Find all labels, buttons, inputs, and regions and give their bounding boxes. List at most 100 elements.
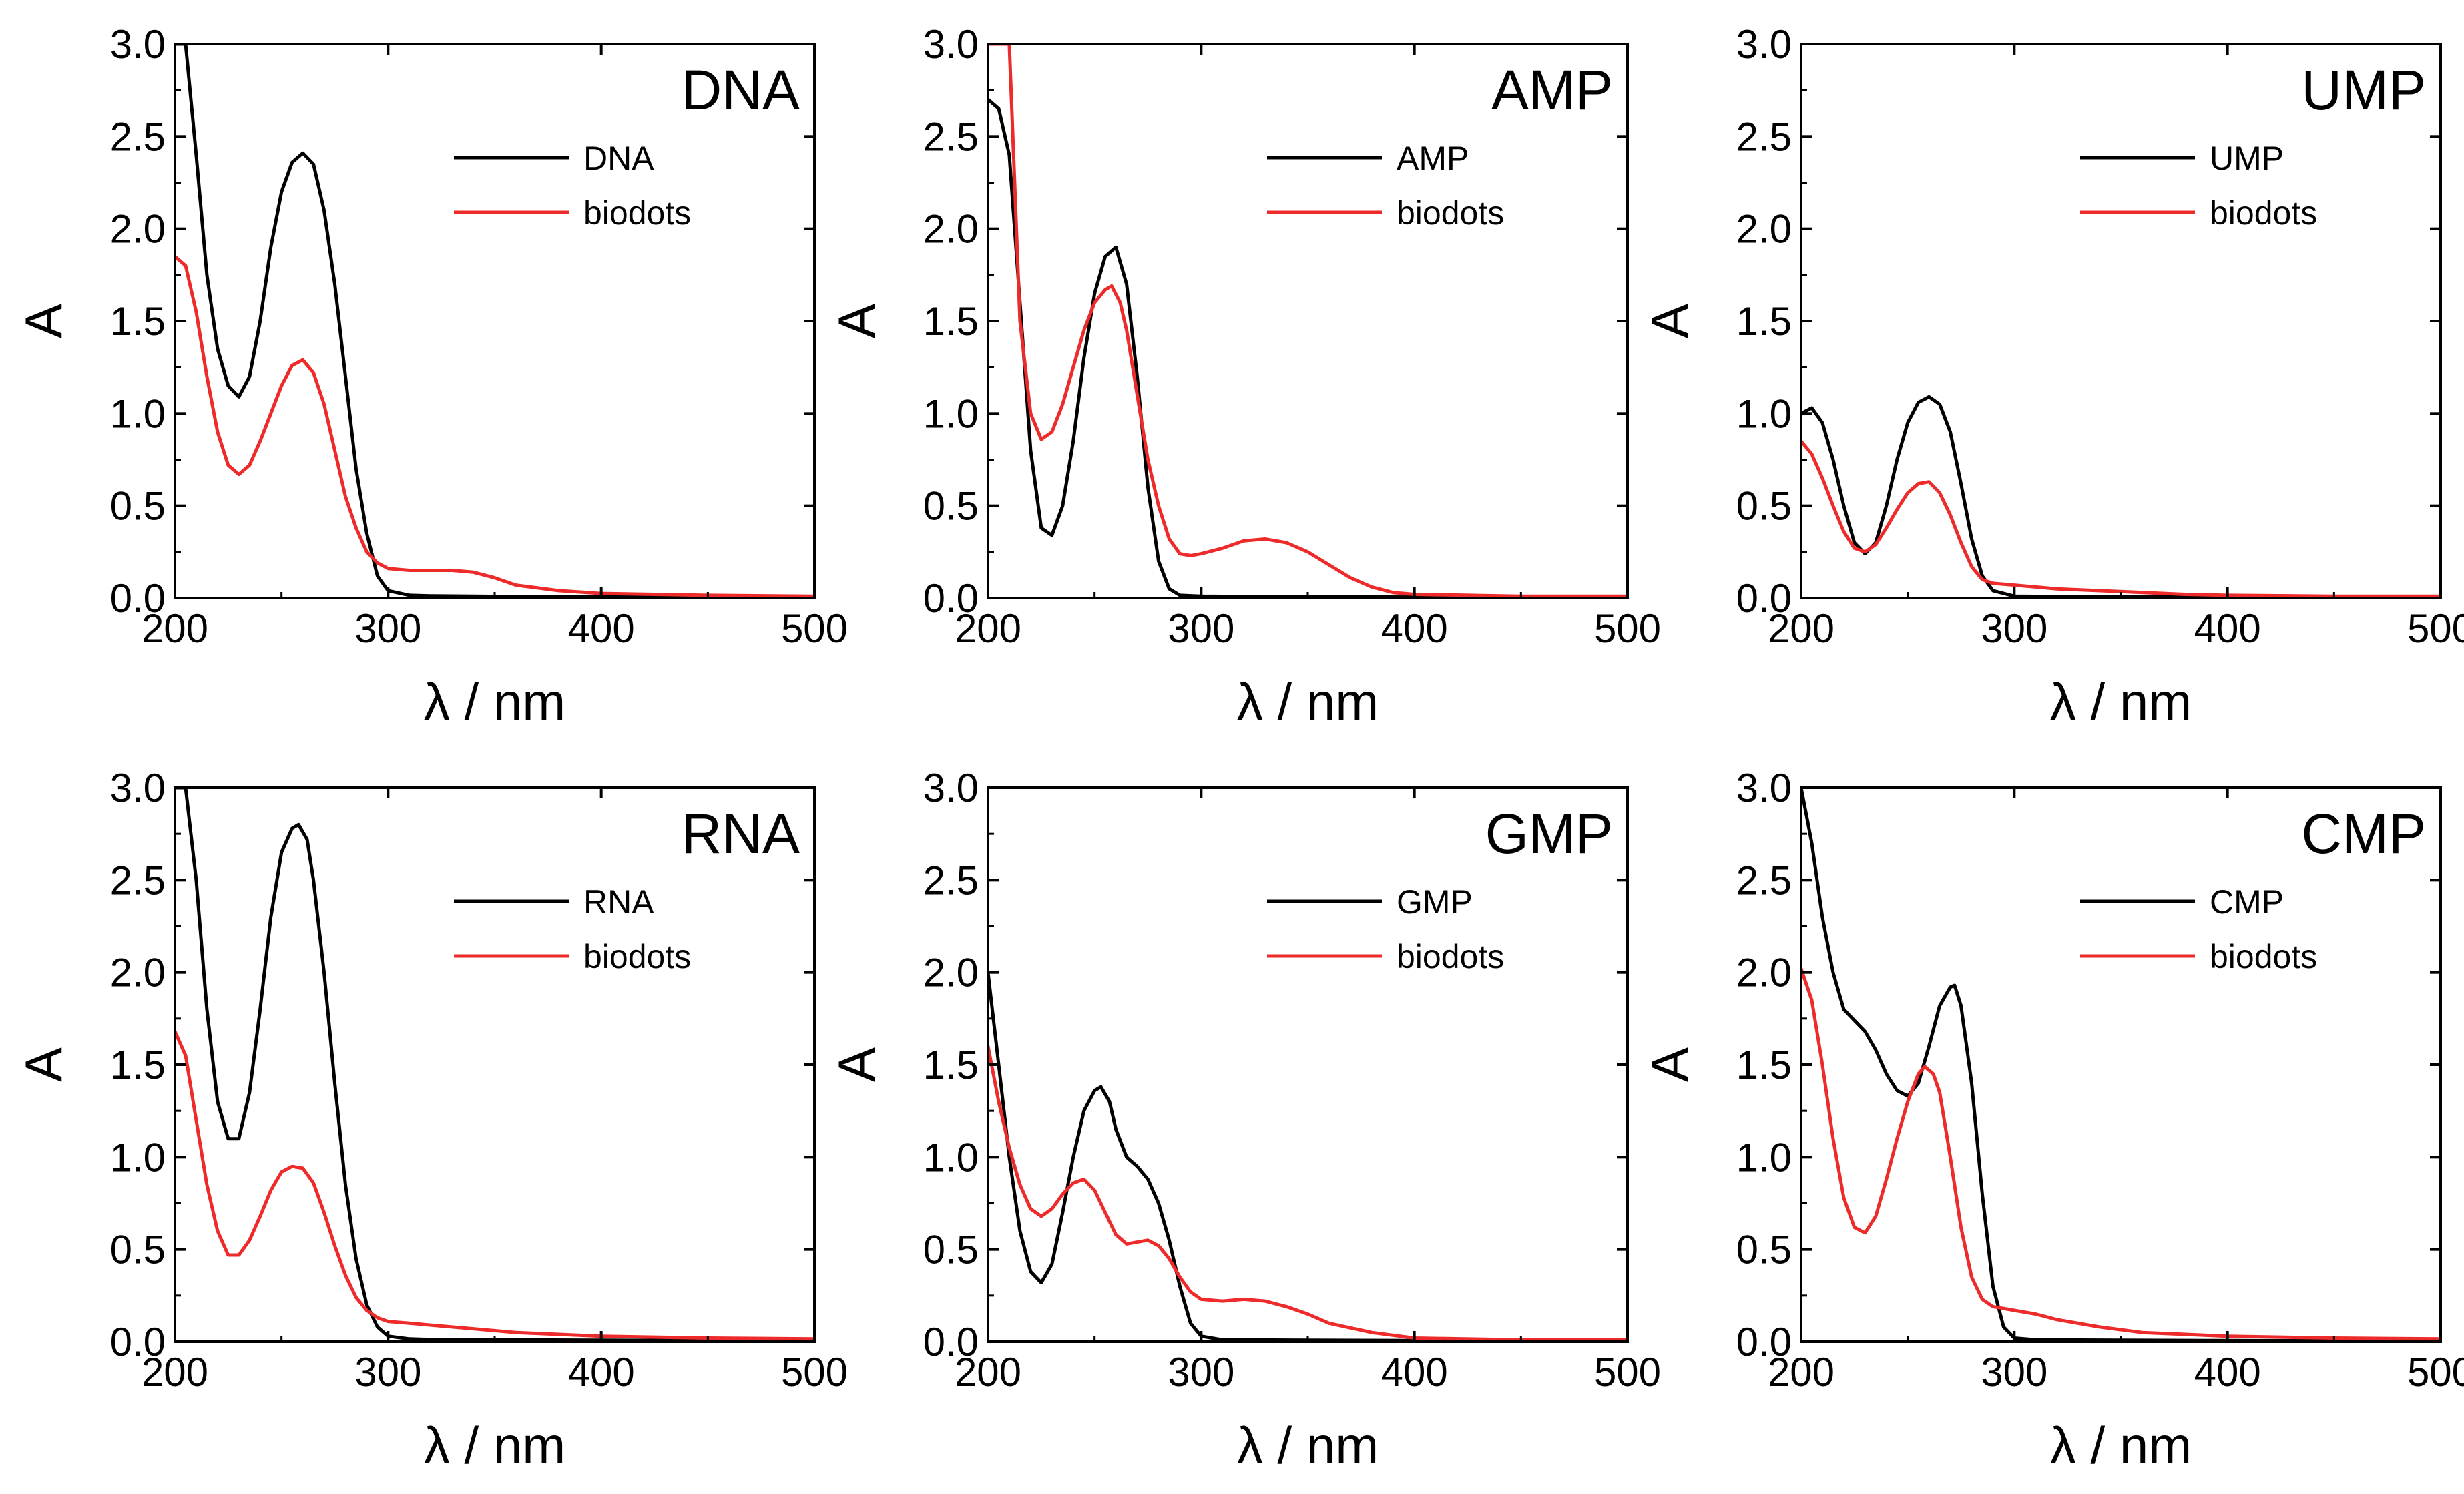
- y-tick-label: 1.5: [923, 1043, 979, 1087]
- y-tick-label: 2.0: [923, 951, 979, 995]
- series-line-sample: [175, 44, 814, 598]
- y-tick-label: 1.0: [923, 391, 979, 436]
- x-tick-label: 500: [781, 606, 848, 651]
- series-line-sample: [1801, 788, 2441, 1342]
- plot-frame: [987, 43, 1629, 599]
- x-tick-label: 500: [2407, 606, 2464, 651]
- y-tick-label: 2.5: [110, 858, 166, 903]
- x-axis-title: λ / nm: [1237, 1416, 1379, 1475]
- x-tick-label: 500: [1594, 1350, 1661, 1395]
- y-tick-label: 1.0: [1736, 1135, 1792, 1180]
- series-line-sample: [988, 971, 1628, 1342]
- y-tick-label: 1.5: [1736, 299, 1792, 344]
- panel-title: RNA: [682, 802, 800, 865]
- y-tick-label: 2.5: [923, 858, 979, 903]
- y-tick-label: 3.0: [110, 766, 166, 810]
- x-axis-title: λ / nm: [2050, 1416, 2192, 1475]
- plot-frame: [174, 43, 816, 599]
- chart-panel-rna: 200 300 400 500 0.0 0.5 1.0 1.5 2.0 2.5 3.0 λ / nm A…: [14, 766, 848, 1475]
- y-tick-label: 1.0: [1736, 391, 1792, 436]
- y-tick-label: 2.0: [923, 207, 979, 252]
- y-tick-label: 0.5: [1736, 484, 1792, 529]
- x-tick-label: 500: [1594, 606, 1661, 651]
- series-line-sample: [988, 97, 1628, 598]
- x-tick-label: 200: [955, 606, 1021, 651]
- x-tick-label: 200: [955, 1350, 1021, 1395]
- series-group: [1801, 788, 2441, 1342]
- panel-title: DNA: [682, 59, 800, 121]
- y-tick-label: 2.5: [110, 114, 166, 159]
- series-group: [175, 44, 814, 598]
- legend-label-biodots: biodots: [1397, 938, 1504, 975]
- y-tick-label: 0.0: [1736, 1320, 1792, 1364]
- y-tick-label: 0.5: [923, 1228, 979, 1272]
- y-axis-title: A: [827, 304, 886, 338]
- x-tick-label: 400: [1381, 606, 1448, 651]
- y-tick-label: 1.5: [1736, 1043, 1792, 1087]
- series-line-sample: [1801, 395, 2441, 598]
- legend-label-sample: GMP: [1397, 883, 1473, 921]
- series-line-biodots: [988, 44, 1628, 598]
- y-axis-title: A: [827, 1047, 886, 1082]
- legend: AMP biodots: [1267, 140, 1504, 232]
- y-tick-label: 2.0: [1736, 207, 1792, 252]
- legend-label-sample: RNA: [583, 883, 654, 921]
- x-axis-title: λ / nm: [424, 1416, 565, 1475]
- y-tick-label: 2.5: [1736, 114, 1792, 159]
- chart-panel-ump: 200 300 400 500 0.0 0.5 1.0 1.5 2.0 2.5 3.0 λ / nm A…: [1640, 22, 2464, 731]
- x-tick-label: 500: [2407, 1350, 2464, 1395]
- legend: GMP biodots: [1267, 883, 1504, 975]
- y-tick-label: 1.0: [110, 1135, 166, 1180]
- y-tick-label: 1.0: [110, 391, 166, 436]
- y-tick-label: 1.0: [923, 1135, 979, 1180]
- y-tick-label: 0.5: [110, 1228, 166, 1272]
- y-axis-title: A: [14, 1047, 73, 1082]
- chart-panel-amp: 200 300 400 500 0.0 0.5 1.0 1.5 2.0 2.5 3.0 λ / nm A…: [827, 22, 1661, 731]
- plot-frame: [987, 786, 1629, 1343]
- plot-frame: [174, 786, 816, 1343]
- x-tick-label: 200: [1768, 606, 1834, 651]
- y-tick-label: 3.0: [110, 22, 166, 67]
- x-tick-label: 400: [2194, 606, 2261, 651]
- legend-label-biodots: biodots: [583, 938, 691, 975]
- legend-label-biodots: biodots: [2210, 938, 2317, 975]
- y-axis-title: A: [1640, 1047, 1699, 1082]
- legend-label-biodots: biodots: [2210, 194, 2317, 232]
- series-group: [175, 788, 814, 1342]
- y-tick-label: 0.0: [1736, 576, 1792, 621]
- panel-title: AMP: [1491, 59, 1613, 121]
- y-tick-label: 3.0: [923, 766, 979, 810]
- series-line-biodots: [988, 1044, 1628, 1342]
- legend: DNA biodots: [454, 140, 691, 232]
- legend-label-biodots: biodots: [583, 194, 691, 232]
- chart-panel-cmp: 200 300 400 500 0.0 0.5 1.0 1.5 2.0 2.5 3.0 λ / nm A…: [1640, 766, 2464, 1475]
- x-tick-label: 400: [2194, 1350, 2261, 1395]
- legend: CMP biodots: [2080, 883, 2317, 975]
- y-tick-label: 0.0: [110, 1320, 166, 1364]
- y-tick-label: 0.0: [110, 576, 166, 621]
- y-tick-label: 3.0: [1736, 766, 1792, 810]
- legend-label-sample: DNA: [583, 140, 654, 177]
- y-axis-title: A: [1640, 304, 1699, 338]
- x-tick-label: 200: [142, 606, 208, 651]
- y-tick-label: 2.5: [1736, 858, 1792, 903]
- series-line-biodots: [175, 1029, 814, 1341]
- legend-label-biodots: biodots: [1397, 194, 1504, 232]
- y-tick-label: 0.5: [923, 484, 979, 529]
- x-tick-label: 300: [1981, 1350, 2047, 1395]
- x-tick-label: 300: [1168, 1350, 1234, 1395]
- legend: RNA biodots: [454, 883, 691, 975]
- chart-panel-dna: 200 300 400 500 0.0 0.5 1.0 1.5 2.0 2.5 3.0 λ / nm A…: [14, 22, 848, 731]
- x-axis-title: λ / nm: [424, 672, 565, 731]
- y-tick-label: 2.5: [923, 114, 979, 159]
- y-tick-label: 2.0: [1736, 951, 1792, 995]
- x-tick-label: 500: [781, 1350, 848, 1395]
- chart-panel-gmp: 200 300 400 500 0.0 0.5 1.0 1.5 2.0 2.5 3.0 λ / nm A…: [827, 766, 1661, 1475]
- y-tick-label: 3.0: [923, 22, 979, 67]
- series-group: [988, 971, 1628, 1342]
- x-tick-label: 400: [568, 606, 635, 651]
- panel-title: GMP: [1485, 802, 1613, 865]
- y-axis-title: A: [14, 304, 73, 338]
- legend-label-sample: CMP: [2210, 883, 2284, 921]
- y-tick-label: 0.5: [1736, 1228, 1792, 1272]
